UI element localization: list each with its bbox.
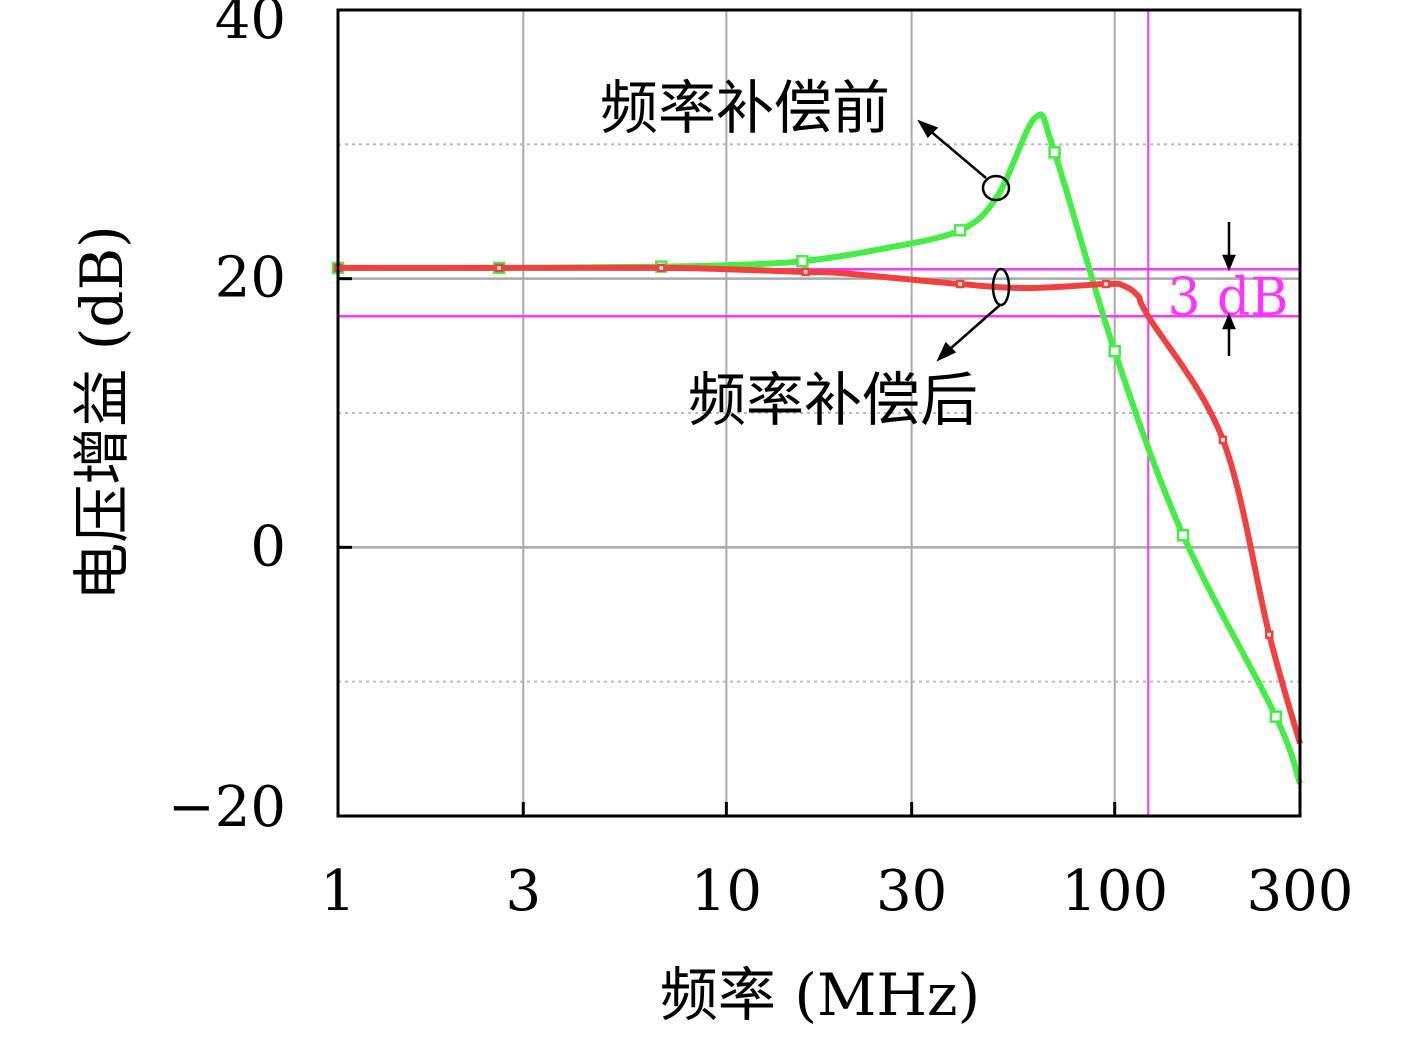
data-point-marker <box>801 267 810 277</box>
x-tick-label: 3 <box>505 859 541 924</box>
data-point-marker <box>1108 344 1121 358</box>
band-arrowhead-top <box>1222 254 1236 272</box>
after-arrowhead <box>936 341 957 362</box>
y-tick-label: 20 <box>215 246 286 311</box>
data-point-marker <box>1101 279 1111 289</box>
series-line-after <box>338 264 1303 745</box>
x-tick-label: 30 <box>876 859 947 924</box>
band-arrowhead-bottom <box>1222 312 1236 330</box>
annotation-marks <box>917 119 1236 362</box>
axis-ticks: 1 3 10 30 100 300 −20 0 20 40 <box>168 0 1354 924</box>
series-line-before <box>337 111 1303 785</box>
data-point-marker <box>1269 710 1283 723</box>
data-point-marker <box>953 224 967 237</box>
x-tick-label: 100 <box>1061 859 1168 924</box>
data-point-marker <box>1048 146 1061 159</box>
annotation-before: 频率补偿前 <box>600 74 890 142</box>
y-tick-label: 40 <box>215 0 286 52</box>
x-tick-label: 300 <box>1247 859 1354 924</box>
data-point-marker <box>955 279 965 289</box>
y-axis-label: 电压增益 (dB) <box>68 225 136 600</box>
data-point-marker <box>1176 528 1190 542</box>
annotation-after: 频率补偿后 <box>688 366 978 434</box>
after-curve-circle <box>991 267 1011 307</box>
x-tick-label: 10 <box>691 859 762 924</box>
after-arrow <box>941 304 1001 357</box>
before-curve-circle <box>981 174 1011 202</box>
data-point-marker <box>1264 630 1274 639</box>
plot-frame <box>336 8 1302 818</box>
series-layer <box>331 111 1303 785</box>
data-point-marker <box>1218 435 1228 445</box>
y-tick-label: −20 <box>168 775 286 840</box>
x-axis-label: 频率 (MHz) <box>660 961 980 1029</box>
grid <box>338 10 1300 816</box>
y-tick-label: 0 <box>250 514 286 579</box>
data-point-marker <box>494 263 504 273</box>
data-point-marker <box>796 254 809 268</box>
before-arrowhead <box>917 119 939 139</box>
data-point-marker <box>657 263 666 273</box>
x-tick-label: 1 <box>320 859 356 924</box>
